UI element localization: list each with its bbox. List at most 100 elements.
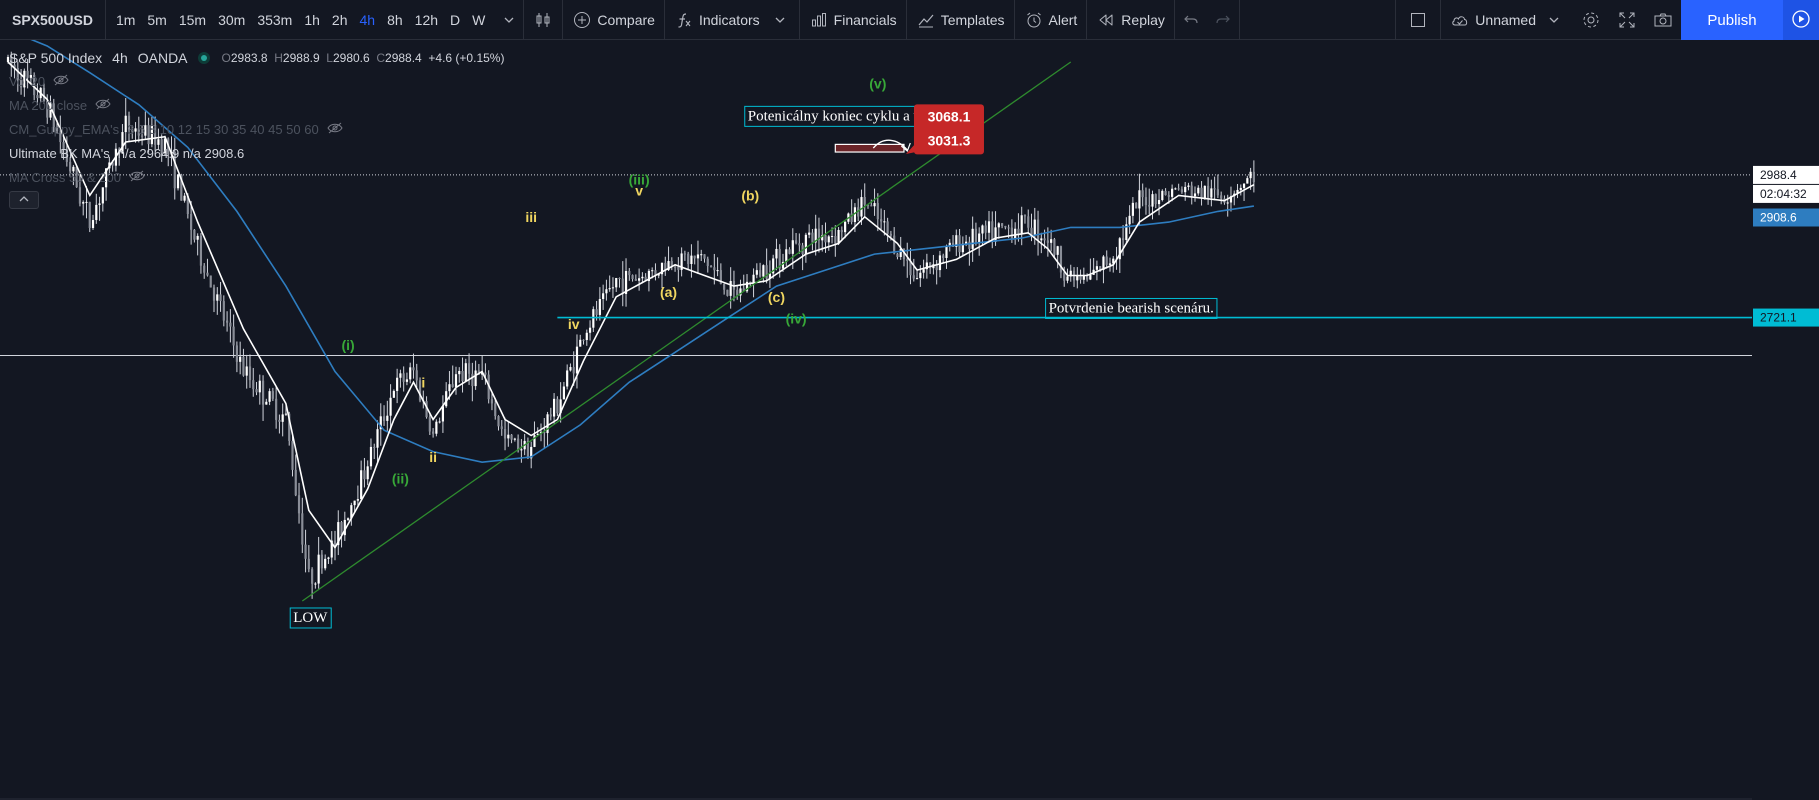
candle xyxy=(418,377,422,403)
snapshot-button[interactable] xyxy=(1645,0,1681,40)
candle xyxy=(281,403,284,437)
target-zone[interactable] xyxy=(834,139,911,153)
interval-W[interactable]: W xyxy=(472,11,486,28)
candle-body xyxy=(232,326,235,346)
legend-collapse-button[interactable] xyxy=(9,191,39,209)
interval-4h[interactable]: 4h xyxy=(359,11,376,28)
wave-label[interactable]: iv xyxy=(568,316,580,332)
indicator-row[interactable]: Ultimate BK MA's n/a 2964.9 n/a 2908.6 xyxy=(9,142,504,166)
interval-30m[interactable]: 30m xyxy=(218,11,246,28)
candle xyxy=(1246,175,1249,184)
candle xyxy=(350,502,353,526)
publish-button[interactable]: Publish xyxy=(1681,0,1783,40)
symbol-search[interactable]: SPX500USD xyxy=(12,11,93,28)
candle-body xyxy=(1174,188,1177,190)
ma-value-tag[interactable]: 2908.6 xyxy=(1753,208,1819,227)
wave-label[interactable]: (a) xyxy=(660,284,677,300)
eye-hidden-icon[interactable] xyxy=(53,70,69,94)
templates-button[interactable]: Templates xyxy=(907,0,1014,40)
replay-button[interactable]: Replay xyxy=(1087,0,1174,40)
eye-hidden-icon[interactable] xyxy=(95,94,111,118)
interval-D[interactable]: D xyxy=(450,11,461,28)
financials-button[interactable]: Financials xyxy=(800,0,906,40)
countdown-tag[interactable]: 02:04:32 xyxy=(1753,184,1819,203)
wave-label[interactable]: (i) xyxy=(341,337,354,353)
candle-body xyxy=(1249,171,1252,179)
last-price-tag[interactable]: 2988.4 xyxy=(1753,165,1819,184)
candle-body xyxy=(360,470,363,500)
candle xyxy=(154,116,157,152)
candle-body xyxy=(863,197,866,205)
wave-label[interactable]: ii xyxy=(429,449,437,465)
wave-label[interactable]: (iv) xyxy=(786,310,807,326)
wave-label[interactable]: (v) xyxy=(869,76,886,92)
wave-label[interactable]: (b) xyxy=(741,188,759,204)
candle xyxy=(134,122,137,143)
wave-label[interactable]: (iii) xyxy=(629,172,650,188)
candle-body xyxy=(759,270,762,277)
candle xyxy=(245,354,248,389)
interval-8h[interactable]: 8h xyxy=(387,11,403,28)
eye-hidden-icon[interactable] xyxy=(327,118,343,142)
candle xyxy=(700,249,703,262)
candle xyxy=(1239,184,1242,196)
layout-toggle-button[interactable] xyxy=(1396,0,1440,40)
indicator-row[interactable]: MA 200 close xyxy=(9,94,504,118)
undo-button[interactable] xyxy=(1175,0,1207,40)
candle xyxy=(324,554,327,571)
interval-353m[interactable]: 353m xyxy=(257,11,293,28)
candle-body xyxy=(1206,185,1210,198)
play-button[interactable] xyxy=(1783,0,1819,40)
candle-body xyxy=(510,434,513,440)
candle-body xyxy=(1167,195,1170,197)
candle-body xyxy=(994,227,997,242)
chart-type-button[interactable] xyxy=(524,0,562,40)
candle-body xyxy=(105,168,108,188)
interval-dropdown[interactable] xyxy=(495,0,523,40)
indicator-row[interactable]: Vol 20 xyxy=(9,70,504,94)
candle xyxy=(510,434,513,444)
settings-button[interactable] xyxy=(1573,0,1609,40)
candle-body xyxy=(265,401,268,405)
interval-1m[interactable]: 1m xyxy=(115,11,136,28)
fullscreen-button[interactable] xyxy=(1609,0,1645,40)
compare-button[interactable]: Compare xyxy=(563,0,664,40)
candle-body xyxy=(1050,239,1053,243)
wave-label[interactable]: (c) xyxy=(768,289,785,305)
candle-body xyxy=(654,270,657,276)
chart-canvas[interactable]: (i)(ii)iiiiiiiv(iii)v(a)(b)(c)(iv)(v)Pot… xyxy=(0,40,1819,800)
wave-label[interactable]: iii xyxy=(525,209,537,225)
candle-body xyxy=(566,370,569,387)
alert-button[interactable]: Alert xyxy=(1015,0,1087,40)
candle xyxy=(798,233,801,254)
wave-label[interactable]: (ii) xyxy=(392,471,409,487)
ma-blue-line[interactable] xyxy=(8,40,1255,464)
wave-label[interactable]: v xyxy=(635,182,643,198)
interval-15m[interactable]: 15m xyxy=(178,11,207,28)
ma-white-line[interactable] xyxy=(7,61,1255,550)
candle-body xyxy=(543,431,546,434)
eye-hidden-icon[interactable] xyxy=(129,166,145,190)
indicator-row[interactable]: MA Cross 50 & 200 xyxy=(9,166,504,190)
candle xyxy=(618,277,621,288)
cyan-line-tag[interactable]: 2721.1 xyxy=(1753,308,1819,327)
annotation-box[interactable]: LOW xyxy=(289,607,332,629)
target-price-badge[interactable]: 3068.1 3031.3 xyxy=(905,104,984,155)
candle-body xyxy=(1089,274,1092,280)
redo-button[interactable] xyxy=(1207,0,1239,40)
layout-name-button[interactable]: Unnamed xyxy=(1441,0,1573,40)
indicator-row[interactable]: CM_Guppy_EMA's 3 5 8 10 12 15 30 35 40 45… xyxy=(9,118,504,142)
interval-2h[interactable]: 2h xyxy=(331,11,348,28)
candle xyxy=(1105,250,1108,269)
candle-body xyxy=(814,228,817,243)
candle xyxy=(837,226,840,246)
interval-12h[interactable]: 12h xyxy=(414,11,439,28)
annotation-box[interactable]: Potvrdenie bearish scenáru. xyxy=(1045,297,1218,319)
wave-label[interactable]: i xyxy=(421,375,425,391)
ohlc-values: O2983.8 H2988.9 L2980.6 C2988.4 +4.6 (+0… xyxy=(222,46,505,70)
interval-5m[interactable]: 5m xyxy=(147,11,167,28)
interval-1h[interactable]: 1h xyxy=(304,11,320,28)
candle-body xyxy=(144,125,147,136)
indicators-button[interactable]: Indicators xyxy=(665,0,799,40)
candle-body xyxy=(1226,202,1229,204)
